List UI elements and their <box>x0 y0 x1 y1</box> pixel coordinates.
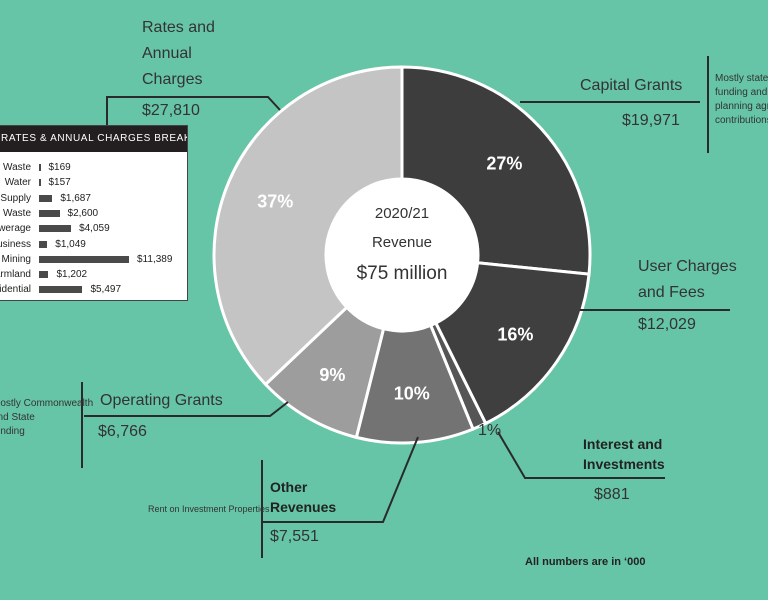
operating-note-line3: funding <box>0 426 25 437</box>
breakdown-row: Water $157 <box>0 175 187 190</box>
user-charges-label-line1: User Charges <box>638 258 737 275</box>
interest-label-line2: Investments <box>583 456 665 472</box>
breakdown-value: $1,202 <box>56 269 88 281</box>
other-value: $7,551 <box>270 528 319 545</box>
breakdown-value: $157 <box>48 177 71 189</box>
breakdown-value: $169 <box>48 162 71 173</box>
capital-note-line3: planning agreement <box>715 101 768 112</box>
capital-value: $19,971 <box>622 112 680 129</box>
breakdown-row: Waste $2,600 <box>0 206 187 221</box>
breakdown-row: Business $1,049 <box>0 237 187 252</box>
capital-note-line4: contributions <box>715 115 768 126</box>
center-total: $75 million <box>357 263 448 284</box>
breakdown-bar <box>39 164 41 171</box>
breakdown-bar <box>39 255 129 263</box>
rates-label-line1: Rates and <box>142 19 215 36</box>
operating-note-line2: and State <box>0 412 35 423</box>
breakdown-row-label: Waste <box>3 207 31 219</box>
other-note: Rent on Investment Properties <box>148 504 270 514</box>
units-footnote: All numbers are in ‘000 <box>525 556 646 568</box>
capital-label: Capital Grants <box>580 77 683 94</box>
breakdown-row-label: Residential <box>0 284 31 296</box>
breakdown-row-label: Supply <box>0 192 31 204</box>
rates-label-line3: Charges <box>142 71 203 88</box>
breakdown-row: Waste $169 <box>0 160 187 175</box>
percent-label-rates-and-annual-charges: 37% <box>257 191 293 211</box>
breakdown-row: Farmland $1,202 <box>0 267 187 282</box>
rates-value: $27,810 <box>142 102 200 119</box>
breakdown-row: Sewerage $4,059 <box>0 221 187 236</box>
breakdown-bar <box>39 179 41 187</box>
center-title: 2020/21 <box>375 205 429 222</box>
operating-value: $6,766 <box>98 423 147 440</box>
center-subtitle: Revenue <box>372 234 432 251</box>
breakdown-bar <box>39 286 83 294</box>
percent-label-capital-grants: 27% <box>486 154 522 174</box>
leader-rates <box>106 96 281 125</box>
breakdown-row-label: Sewerage <box>0 223 31 235</box>
rates-label-line2: Annual <box>142 45 192 62</box>
breakdown-value: $2,600 <box>67 207 99 219</box>
breakdown-value: $1,687 <box>60 192 91 204</box>
user-charges-label-line2: and Fees <box>638 284 705 301</box>
breakdown-value: $11,389 <box>137 253 173 265</box>
leader-operating <box>84 401 289 417</box>
other-label-line2: Revenues <box>270 499 337 515</box>
operating-label: Operating Grants <box>100 392 223 409</box>
breakdown-value: $5,497 <box>90 284 122 296</box>
percent-label-user-charges-and-fees: 16% <box>497 325 533 345</box>
capital-note-line1: Mostly state <box>715 73 768 84</box>
breakdown-bar <box>39 194 53 202</box>
rates-breakdown-panel: RATES & ANNUAL CHARGES BREAKDOWN Waste $1… <box>0 125 188 301</box>
operating-note-line1: Mostly Commonwealth <box>0 398 94 409</box>
capital-note-line2: funding and <box>715 87 768 98</box>
breakdown-row-label: Water <box>4 177 31 189</box>
donut-slices <box>212 65 592 445</box>
user-charges-value: $12,029 <box>638 316 696 333</box>
breakdown-title: RATES & ANNUAL CHARGES BREAKDOWN <box>0 126 187 152</box>
breakdown-bar <box>39 225 72 233</box>
breakdown-value: $1,049 <box>55 238 86 250</box>
breakdown-row: Supply $1,687 <box>0 191 187 206</box>
breakdown-row: Residential $5,497 <box>0 282 187 297</box>
breakdown-row-label: Mining <box>1 253 31 265</box>
breakdown-value: $4,059 <box>79 223 110 235</box>
leader-other <box>262 436 419 523</box>
leader-interest <box>497 431 665 479</box>
other-label-line1: Other <box>270 479 308 495</box>
breakdown-row-label: Business <box>0 238 31 250</box>
breakdown-bar <box>39 271 49 279</box>
percent-labels: 27% 16% 10% 9% 37% <box>257 154 533 404</box>
donut-hole <box>326 179 478 331</box>
breakdown-bar <box>39 240 48 248</box>
percent-label-other-revenues: 10% <box>394 384 430 404</box>
breakdown-row: Mining $11,389 <box>0 252 187 267</box>
interest-percent: 1% <box>478 422 502 439</box>
interest-label-line1: Interest and <box>583 436 663 452</box>
breakdown-row-label: Waste <box>3 162 31 173</box>
breakdown-row-label: Farmland <box>0 269 31 281</box>
breakdown-bar <box>39 209 60 217</box>
interest-value: $881 <box>594 486 630 503</box>
percent-label-operating-grants: 9% <box>319 365 345 385</box>
leader-lines <box>81 56 730 558</box>
